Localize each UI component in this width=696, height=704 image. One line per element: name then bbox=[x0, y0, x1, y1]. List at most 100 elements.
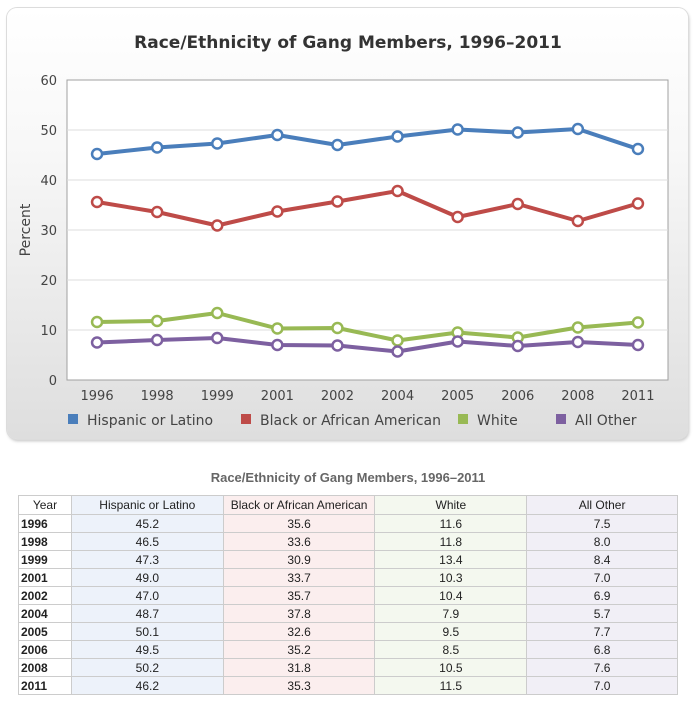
data-point[interactable] bbox=[571, 122, 585, 136]
data-point[interactable] bbox=[150, 141, 164, 154]
cell-hispanic: 47.0 bbox=[70, 586, 224, 605]
legend-item[interactable]: Black or African American bbox=[241, 413, 441, 429]
table-title: Race/Ethnicity of Gang Members, 1996–201… bbox=[210, 470, 486, 485]
cell-white: 10.3 bbox=[374, 568, 528, 587]
table-row: 2004 48.7 37.8 7.9 5.7 bbox=[18, 604, 678, 623]
cell-hispanic: 49.5 bbox=[70, 640, 224, 659]
data-point[interactable] bbox=[451, 123, 464, 136]
data-point[interactable] bbox=[211, 137, 224, 150]
series-line bbox=[96, 189, 639, 228]
data-point[interactable] bbox=[511, 126, 524, 139]
table-header-row: Year Hispanic or Latino Black or African… bbox=[18, 495, 678, 515]
cell-hispanic: 50.1 bbox=[70, 622, 224, 641]
legend-item[interactable]: All Other bbox=[556, 413, 637, 429]
series-all-other bbox=[90, 331, 645, 358]
data-point[interactable] bbox=[90, 195, 104, 209]
data-point[interactable] bbox=[150, 314, 164, 328]
data-point[interactable] bbox=[391, 345, 404, 358]
cell-black: 30.9 bbox=[222, 550, 376, 569]
data-point[interactable] bbox=[90, 315, 104, 329]
line-chart: Race/Ethnicity of Gang Members, 1996–201… bbox=[18, 33, 669, 429]
data-point[interactable] bbox=[631, 197, 645, 210]
data-point[interactable] bbox=[391, 334, 404, 347]
data-point[interactable] bbox=[631, 316, 645, 329]
data-point[interactable] bbox=[571, 335, 585, 349]
cell-white: 9.5 bbox=[374, 622, 528, 641]
y-tick-label: 0 bbox=[49, 374, 57, 389]
data-point[interactable] bbox=[391, 184, 404, 198]
legend-label: White bbox=[477, 413, 518, 429]
data-point[interactable] bbox=[571, 214, 585, 228]
data-point[interactable] bbox=[90, 336, 104, 349]
data-point[interactable] bbox=[451, 210, 464, 224]
series-line bbox=[97, 311, 639, 343]
cell-other: 6.8 bbox=[526, 640, 678, 659]
data-table: Year Hispanic or Latino Black or African… bbox=[18, 495, 678, 695]
cell-white: 7.9 bbox=[374, 604, 528, 623]
cell-year: 2011 bbox=[18, 676, 72, 695]
table-row: 1998 46.5 33.6 11.8 8.0 bbox=[18, 532, 678, 551]
x-tick-label: 1996 bbox=[81, 389, 114, 404]
cell-black: 31.8 bbox=[222, 658, 376, 677]
chart-title: Race/Ethnicity of Gang Members, 1996–201… bbox=[134, 33, 562, 53]
cell-other: 5.7 bbox=[526, 604, 678, 623]
data-point[interactable] bbox=[631, 338, 645, 352]
x-tick-label: 2002 bbox=[321, 389, 354, 404]
cell-black: 35.6 bbox=[222, 514, 376, 533]
cell-other: 7.7 bbox=[526, 622, 678, 641]
legend-item[interactable]: Hispanic or Latino bbox=[68, 413, 213, 429]
x-tick-label: 2006 bbox=[501, 389, 534, 404]
data-point[interactable] bbox=[271, 128, 284, 142]
cell-black: 33.6 bbox=[222, 532, 376, 551]
data-point[interactable] bbox=[331, 339, 344, 352]
data-point[interactable] bbox=[211, 306, 224, 320]
legend-label: Black or African American bbox=[260, 413, 441, 429]
data-point[interactable] bbox=[571, 321, 585, 334]
cell-year: 2001 bbox=[18, 568, 72, 587]
data-point[interactable] bbox=[331, 138, 344, 152]
data-point[interactable] bbox=[331, 321, 344, 335]
data-point[interactable] bbox=[90, 147, 104, 161]
data-point[interactable] bbox=[211, 219, 224, 232]
cell-other: 8.0 bbox=[526, 532, 678, 551]
x-tick-label: 1998 bbox=[141, 389, 174, 404]
legend-swatch bbox=[556, 414, 566, 424]
cell-year: 2005 bbox=[18, 622, 72, 641]
cell-white: 11.6 bbox=[374, 514, 528, 533]
y-tick-label: 50 bbox=[40, 124, 57, 139]
legend-label: All Other bbox=[575, 413, 637, 429]
data-point[interactable] bbox=[271, 205, 284, 218]
cell-year: 1998 bbox=[18, 532, 72, 551]
data-point[interactable] bbox=[631, 142, 645, 156]
data-point[interactable] bbox=[271, 338, 284, 352]
header-year: Year bbox=[18, 495, 72, 515]
cell-other: 7.5 bbox=[526, 514, 678, 533]
legend-item[interactable]: White bbox=[458, 413, 518, 429]
data-point[interactable] bbox=[150, 333, 164, 347]
series-black-or-african-american bbox=[90, 184, 645, 232]
data-point[interactable] bbox=[451, 335, 464, 348]
series-line bbox=[96, 336, 639, 354]
cell-hispanic: 46.2 bbox=[70, 676, 224, 695]
x-tick-label: 2001 bbox=[261, 389, 294, 404]
data-point[interactable] bbox=[331, 195, 344, 208]
data-point[interactable] bbox=[511, 339, 524, 353]
data-point[interactable] bbox=[511, 197, 524, 211]
table-row: 2011 46.2 35.3 11.5 7.0 bbox=[18, 676, 678, 695]
y-tick-label: 10 bbox=[40, 324, 57, 339]
table-row: 1999 47.3 30.9 13.4 8.4 bbox=[18, 550, 678, 569]
data-point[interactable] bbox=[391, 130, 404, 143]
data-point[interactable] bbox=[211, 331, 224, 345]
cell-white: 10.4 bbox=[374, 586, 528, 605]
cell-hispanic: 49.0 bbox=[70, 568, 224, 587]
data-point[interactable] bbox=[150, 205, 164, 219]
cell-white: 11.8 bbox=[374, 532, 528, 551]
y-axis-label: Percent bbox=[18, 203, 34, 256]
series-hispanic-or-latino bbox=[90, 122, 645, 161]
series-line bbox=[96, 127, 639, 156]
data-point[interactable] bbox=[271, 322, 284, 335]
table-row: 2006 49.5 35.2 8.5 6.8 bbox=[18, 640, 678, 659]
cell-hispanic: 50.2 bbox=[70, 658, 224, 677]
table-row: 1996 45.2 35.6 11.6 7.5 bbox=[18, 514, 678, 533]
x-tick-label: 2005 bbox=[441, 389, 474, 404]
